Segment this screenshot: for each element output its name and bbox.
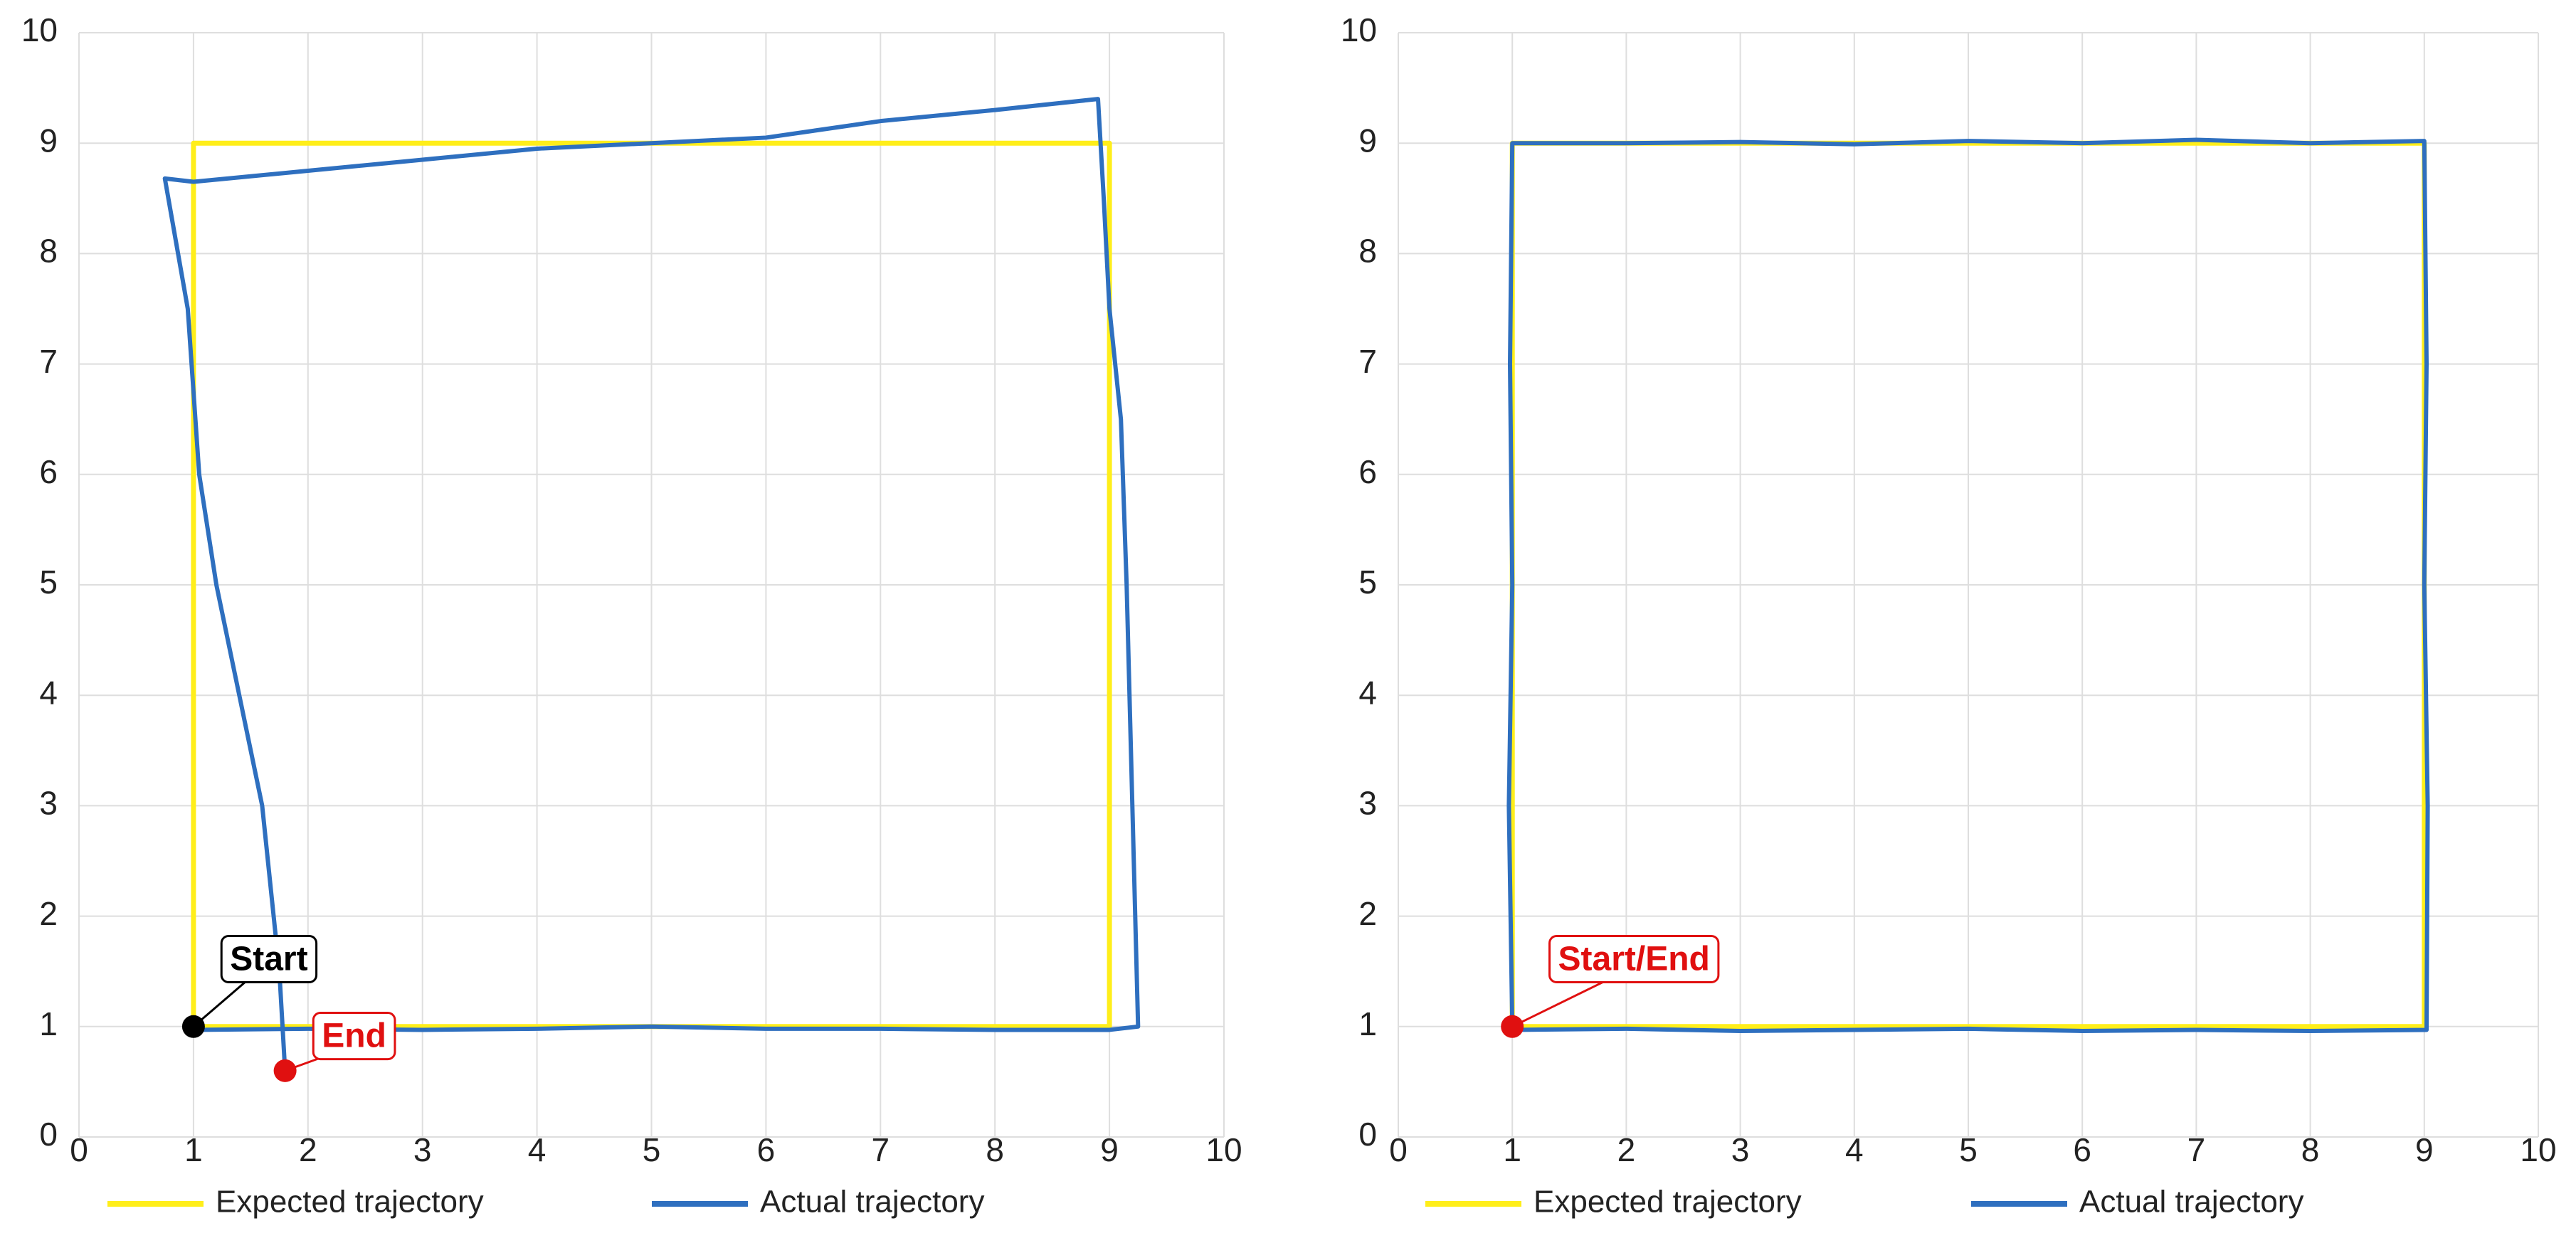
y-tick-label: 10 [1341, 11, 1377, 48]
legend-label: Actual trajectory [760, 1185, 984, 1220]
annotation-point [181, 1015, 205, 1038]
y-tick-label: 9 [1358, 122, 1377, 159]
y-tick-label: 10 [21, 11, 58, 48]
annotation-label: Start [230, 940, 307, 978]
y-tick-label: 3 [1358, 785, 1377, 822]
annotation-label: End [322, 1017, 386, 1055]
annotation-point [1501, 1015, 1524, 1038]
y-tick-label: 1 [1358, 1005, 1377, 1042]
y-tick-label: 1 [39, 1005, 58, 1042]
trajectory-line [162, 97, 1141, 1072]
y-tick-label: 7 [39, 343, 58, 380]
legend-label: Actual trajectory [2079, 1185, 2303, 1220]
y-tick-label: 8 [1358, 233, 1377, 270]
annotation-box [1548, 934, 1720, 983]
y-tick-label: 5 [1358, 564, 1377, 601]
y-tick-label: 8 [39, 233, 58, 270]
trajectory-line [1506, 137, 2430, 1034]
y-tick-label: 4 [1358, 674, 1377, 711]
annotation-point [273, 1059, 297, 1082]
legend-label: Expected trajectory [216, 1185, 484, 1220]
y-tick-label: 6 [39, 453, 58, 490]
annotation-box [312, 1012, 396, 1061]
trajectory-line [191, 140, 1112, 1030]
legend-label: Expected trajectory [1534, 1185, 1802, 1220]
y-tick-label: 6 [1358, 453, 1377, 490]
annotation-box [220, 934, 318, 983]
y-tick-label: 2 [39, 895, 58, 932]
y-tick-label: 2 [1358, 895, 1377, 932]
y-tick-label: 7 [1358, 343, 1377, 380]
y-tick-label: 3 [39, 785, 58, 822]
y-tick-label: 9 [39, 122, 58, 159]
y-tick-label: 4 [39, 674, 58, 711]
y-tick-label: 5 [39, 564, 58, 601]
annotation-label: Start/End [1558, 940, 1710, 978]
y-tick-label: 0 [1358, 1116, 1377, 1153]
y-tick-label: 0 [39, 1116, 58, 1153]
